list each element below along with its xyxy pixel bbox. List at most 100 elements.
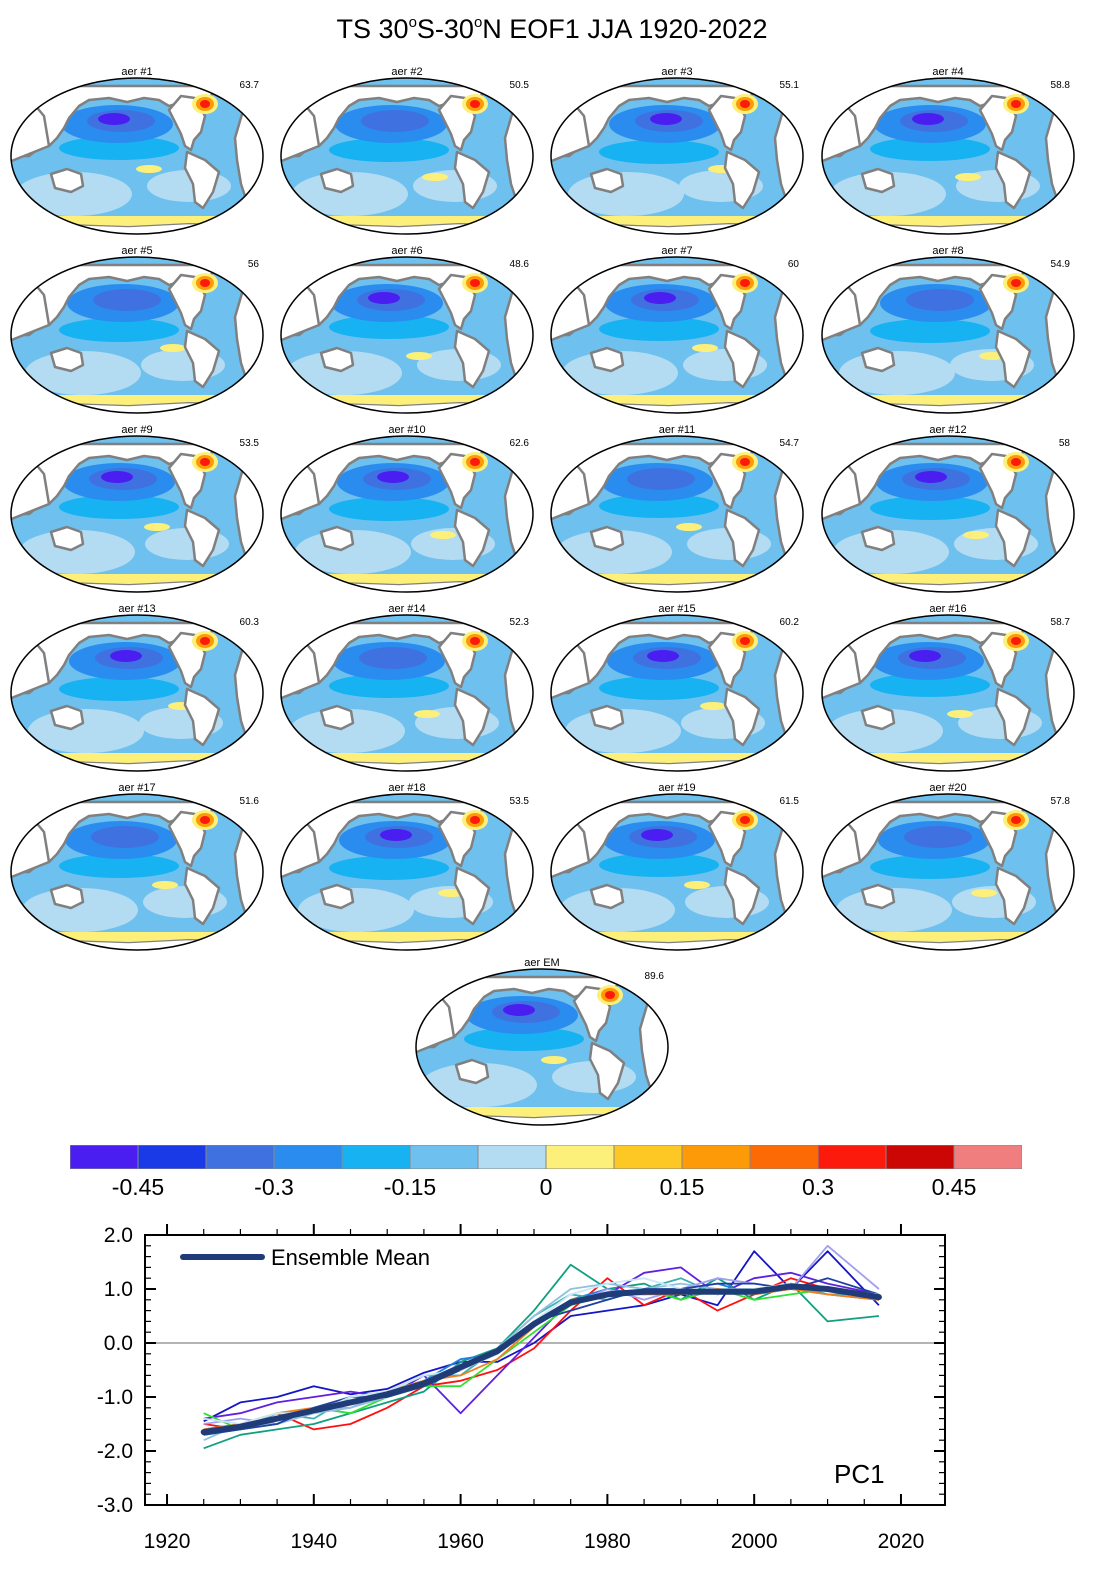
map-border <box>550 614 804 772</box>
world-map <box>280 435 534 593</box>
anomaly-patch <box>503 1004 535 1016</box>
world-map <box>280 77 534 235</box>
warm-anomaly <box>200 816 210 824</box>
south-america-landmass <box>183 687 221 747</box>
southern-ocean-warm-band <box>281 574 533 584</box>
world-map <box>821 435 1075 593</box>
colorbar-tick-label: 0 <box>539 1174 553 1200</box>
colorbar-tick-label: 0.3 <box>802 1174 834 1200</box>
anomaly-patch <box>830 172 946 216</box>
warm-anomaly <box>470 637 480 645</box>
south-america-landmass <box>453 150 491 210</box>
anomaly-patch <box>963 531 989 539</box>
pc1-timeseries-chart: 1920 1940 1960 1980 2000 2020 2.0 1.0 0.0 -1.0 -2.… <box>97 1224 946 1553</box>
map-panel: aer #11 54.7 <box>549 424 805 596</box>
warm-anomaly <box>470 279 480 287</box>
colorbar-tick-label: 0.45 <box>931 1174 977 1200</box>
world-map <box>550 793 804 951</box>
map-panel: aer #9 53.5 <box>9 424 265 596</box>
panel-title: aer #8 <box>932 245 964 257</box>
colorbar-swatch <box>70 1145 139 1169</box>
world-map <box>821 614 1075 772</box>
anomaly-patch <box>870 137 990 161</box>
australia-landmass <box>319 883 355 910</box>
warm-anomaly <box>200 279 210 287</box>
member-series-line <box>203 1244 880 1425</box>
variance-percent: 58.7 <box>1050 617 1070 628</box>
panel-title: aer #11 <box>658 424 696 436</box>
anomaly-patch <box>647 650 679 662</box>
y-tick-label: 1.0 <box>104 1278 133 1301</box>
world-map <box>10 614 264 772</box>
southern-ocean-warm-band <box>11 753 263 763</box>
australia-landmass <box>319 346 355 373</box>
panel-title: aer #19 <box>658 782 696 794</box>
anomaly-patch <box>110 650 142 662</box>
anomaly-patch <box>559 888 675 932</box>
member-series-line <box>203 1263 879 1450</box>
y-tick-label: 0.0 <box>104 1332 133 1355</box>
anomaly-patch <box>599 853 719 877</box>
map-panel: aer #3 55.1 <box>549 66 805 238</box>
warm-anomaly <box>470 458 480 466</box>
warm-anomaly <box>200 100 210 108</box>
anomaly-patch <box>16 172 132 216</box>
panel-title: aer #2 <box>391 66 423 78</box>
panel-title: aer #18 <box>388 782 426 794</box>
variance-percent: 57.8 <box>1050 796 1070 807</box>
colorbar <box>70 1145 1022 1169</box>
x-tick-label: 1960 <box>437 1530 484 1553</box>
map-panel: aer #1 63.7 <box>9 66 265 238</box>
variance-percent: 60.3 <box>239 617 259 628</box>
variance-percent: 54.9 <box>1050 259 1070 270</box>
anomaly-patch <box>915 471 947 483</box>
world-map <box>550 435 804 593</box>
anomaly-patch <box>562 351 678 395</box>
map-border <box>280 77 534 235</box>
south-america-landmass <box>453 329 491 389</box>
map-panel: aer #18 53.5 <box>279 782 535 954</box>
southern-ocean-warm-band <box>822 574 1074 584</box>
anomaly-patch <box>414 710 440 718</box>
colorbar-swatch <box>953 1145 1022 1169</box>
anomaly-patch <box>971 889 997 897</box>
panel-title: aer #9 <box>121 424 153 436</box>
anomaly-patch <box>870 319 990 343</box>
anomaly-patch <box>101 471 133 483</box>
map-panel: aer EM 89.6 <box>414 957 670 1129</box>
map-border <box>280 435 534 593</box>
southern-ocean-warm-band <box>11 574 263 584</box>
southern-ocean-warm-band <box>822 395 1074 405</box>
y-tick-label: 2.0 <box>104 1224 133 1247</box>
anomaly-patch <box>329 315 449 339</box>
anomaly-patch <box>906 289 974 311</box>
map-border <box>10 793 264 951</box>
colorbar-swatch <box>681 1145 751 1169</box>
colorbar-swatch <box>341 1145 411 1169</box>
world-map <box>10 435 264 593</box>
anomaly-patch <box>421 1063 537 1107</box>
anomaly-patch <box>329 856 449 880</box>
anomaly-patch <box>833 530 949 574</box>
anomaly-patch <box>676 523 702 531</box>
southern-ocean-warm-band <box>11 932 263 942</box>
south-america-landmass <box>723 508 761 568</box>
colorbar-tick-label: -0.3 <box>254 1174 294 1200</box>
south-america-landmass <box>453 508 491 568</box>
south-america-landmass <box>994 329 1032 389</box>
panel-title: aer #17 <box>118 782 156 794</box>
southern-ocean-warm-band <box>281 395 533 405</box>
map-border <box>550 793 804 951</box>
colorbar-swatch <box>817 1145 887 1169</box>
anomaly-patch <box>700 702 726 710</box>
anomaly-patch <box>368 292 400 304</box>
panel-title: aer #5 <box>121 245 153 257</box>
anomaly-patch <box>59 318 179 342</box>
map-border <box>280 614 534 772</box>
anomaly-patch <box>22 888 138 932</box>
australia-landmass <box>319 167 355 194</box>
colorbar-swatch <box>273 1145 343 1169</box>
anomaly-patch <box>650 113 682 125</box>
map-panel: aer #7 60 <box>549 245 805 417</box>
panel-title: aer #7 <box>661 245 693 257</box>
